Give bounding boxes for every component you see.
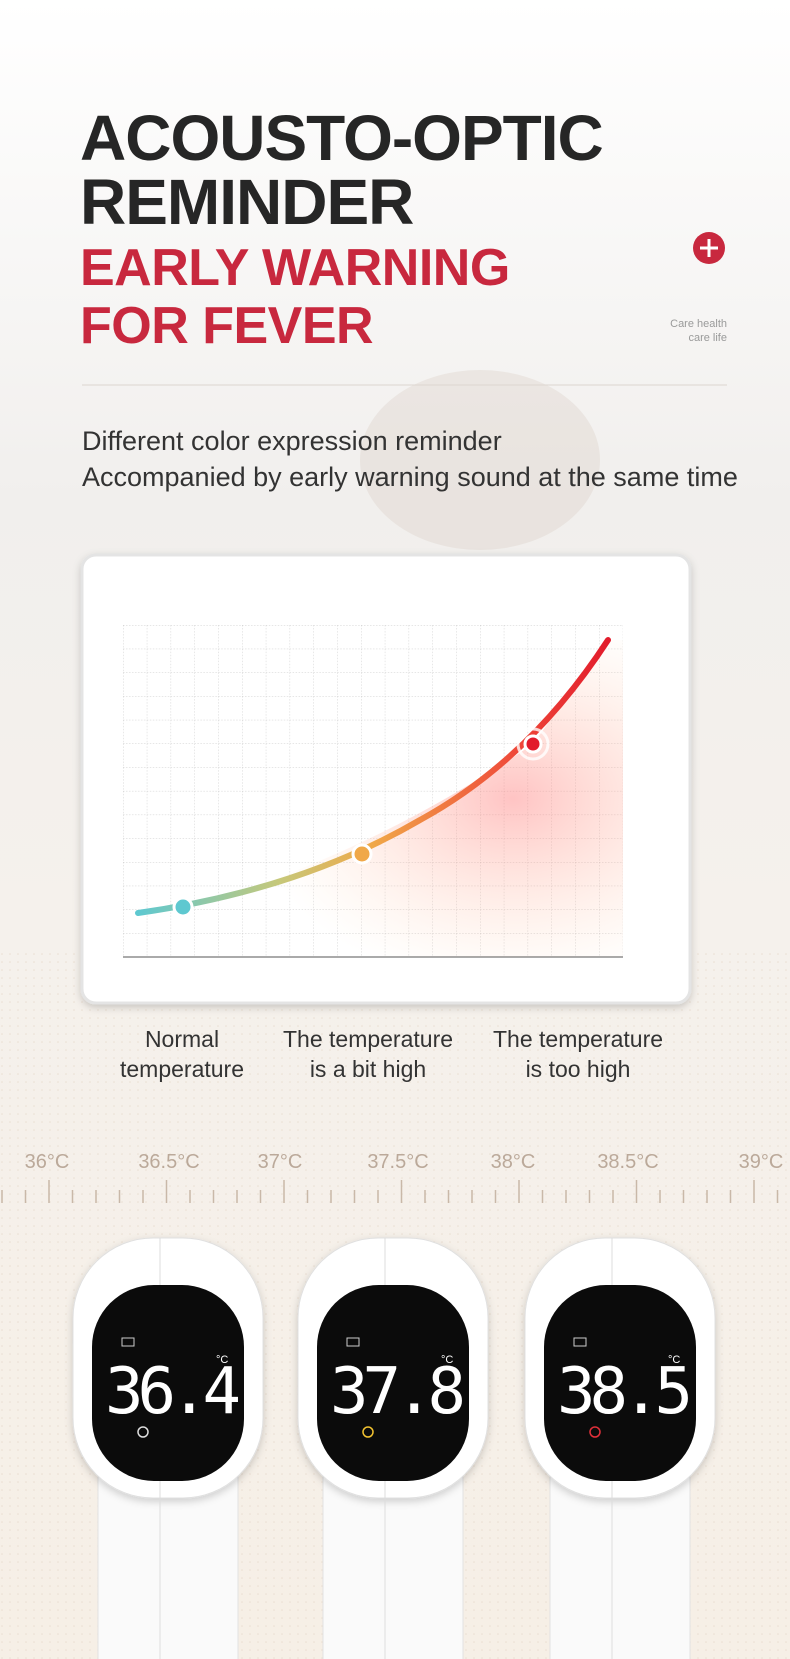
level-label: is too high [526, 1056, 631, 1082]
point [172, 896, 194, 918]
point [523, 734, 543, 754]
scale-label: 39°C [739, 1151, 784, 1173]
device-icon [121, 1337, 135, 1347]
device-unit: °C [216, 1354, 228, 1366]
device-icon [346, 1337, 360, 1347]
device-face [137, 1426, 149, 1438]
device-unit: °C [668, 1354, 680, 1366]
description: Different color expression reminder [82, 426, 502, 456]
scale-label: 38°C [491, 1151, 536, 1173]
scale-label: 36.5°C [138, 1151, 199, 1173]
device-display [92, 1285, 244, 1481]
device-face [362, 1426, 374, 1438]
device-display [317, 1285, 469, 1481]
subtitle: FOR FEVER [80, 297, 373, 355]
curve [135, 637, 611, 916]
scale-label: 37°C [258, 1151, 303, 1173]
scale-label: 37.5°C [367, 1151, 428, 1173]
point-ring [516, 727, 550, 761]
level-label: The temperature [283, 1026, 453, 1052]
device-reading: 36.4 [105, 1355, 239, 1429]
point [351, 843, 373, 865]
device-face [589, 1426, 601, 1438]
device-display [544, 1285, 696, 1481]
description: Accompanied by early warning sound at th… [82, 462, 738, 492]
device-reading: 38.5 [557, 1355, 689, 1429]
subtitle: EARLY WARNING [80, 239, 510, 297]
level-label: is a bit high [310, 1056, 426, 1082]
level-label: The temperature [493, 1026, 663, 1052]
title: ACOUSTO-OPTIC [80, 102, 603, 174]
scale-label: 38.5°C [597, 1151, 658, 1173]
tagline: Care health [670, 318, 727, 330]
device-reading: 37.8 [330, 1355, 463, 1429]
tagline: care life [688, 332, 727, 344]
title: REMINDER [80, 166, 413, 238]
device-icon [573, 1337, 587, 1347]
level-label: Normal [145, 1026, 219, 1052]
scale-label: 36°C [25, 1151, 70, 1173]
device-unit: °C [441, 1354, 453, 1366]
plus-icon [700, 239, 718, 257]
level-label: temperature [120, 1056, 244, 1082]
